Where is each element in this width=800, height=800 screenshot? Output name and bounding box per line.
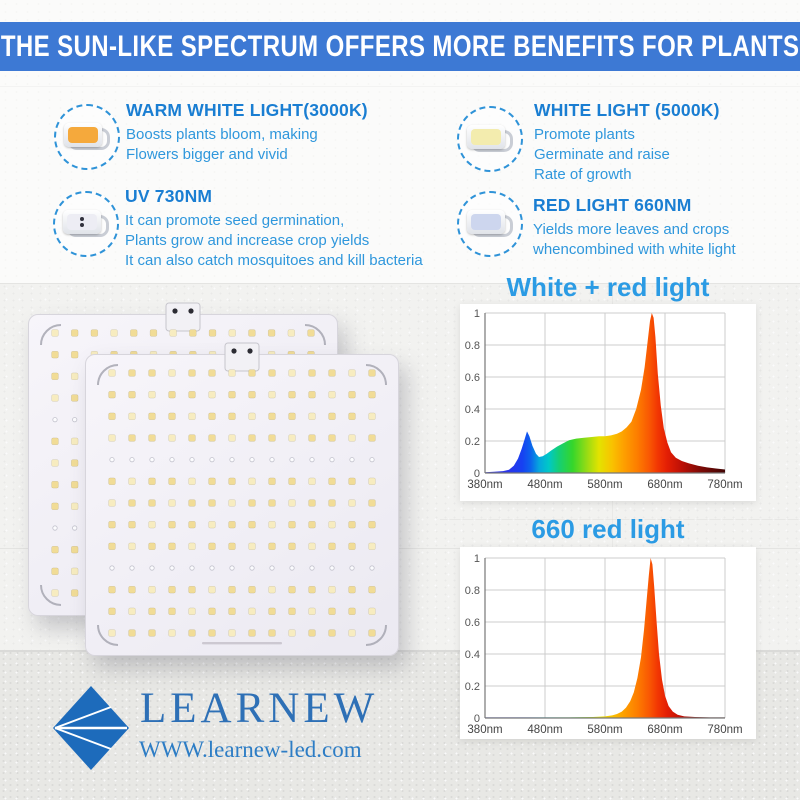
svg-text:380nm: 380nm <box>467 479 502 491</box>
feature-description-line: Rate of growth <box>534 166 632 183</box>
spectrum-chart-660-red: 0 0.2 0.4 0.6 0.8 1 380nm 480nm 580nm 680nm 780nm <box>460 547 756 739</box>
svg-text:0.8: 0.8 <box>465 340 480 352</box>
led-chip-illustration <box>64 122 110 152</box>
svg-text:0.2: 0.2 <box>465 436 480 448</box>
spectrum-plot: 0 0.2 0.4 0.6 0.8 1 380nm 480nm 580nm 680nm 780nm <box>465 308 743 491</box>
svg-text:0.2: 0.2 <box>465 681 480 693</box>
feature-uv: UV 730NM It can promote seed germination… <box>125 186 423 271</box>
feature-white-light: WHITE LIGHT (5000K) Promote plants Germi… <box>534 100 720 185</box>
led-panel-front <box>85 342 399 656</box>
svg-text:580nm: 580nm <box>587 479 622 491</box>
svg-text:680nm: 680nm <box>647 479 682 491</box>
white-led-chip-icon <box>457 106 523 172</box>
svg-text:0: 0 <box>474 713 480 725</box>
svg-text:0.4: 0.4 <box>465 649 480 661</box>
spectrum-plot: 0 0.2 0.4 0.6 0.8 1 380nm 480nm 580nm 680nm 780nm <box>465 553 743 736</box>
wall-tile-line <box>0 548 800 549</box>
feature-description-line: It can also catch mosquitoes and kill ba… <box>125 252 423 269</box>
wall-tile-line <box>0 283 800 284</box>
floor-edge-line <box>0 650 800 652</box>
red-led-chip-icon <box>457 191 523 257</box>
feature-title: WARM WHITE LIGHT(3000K) <box>126 100 368 120</box>
feature-title: WHITE LIGHT (5000K) <box>534 100 720 120</box>
brand-name: LEARNEW <box>140 685 379 732</box>
warm-white-led-chip-icon <box>54 104 120 170</box>
feature-description-line: Flowers bigger and vivid <box>126 146 288 163</box>
svg-text:0.6: 0.6 <box>465 372 480 384</box>
svg-text:680nm: 680nm <box>647 724 682 736</box>
feature-description-line: whencombined with white light <box>533 241 736 258</box>
feature-description-line: Germinate and raise <box>534 146 670 163</box>
led-chip-illustration <box>63 209 109 239</box>
svg-text:480nm: 480nm <box>527 724 562 736</box>
spectrum-chart-white-red: 0 0.2 0.4 0.6 0.8 1 380nm 480nm 580nm 680nm 780nm <box>460 304 756 501</box>
svg-text:380nm: 380nm <box>467 724 502 736</box>
led-panel-front-graphic <box>97 342 387 646</box>
banner: THE SUN-LIKE SPECTRUM OFFERS MORE BENEFI… <box>0 22 800 71</box>
svg-text:580nm: 580nm <box>587 724 622 736</box>
brand-website: WWW.learnew-led.com <box>139 737 362 762</box>
feature-description-line: Yields more leaves and crops <box>533 221 730 238</box>
uv-led-chip-icon <box>53 191 119 257</box>
feature-description-line: Promote plants <box>534 126 635 143</box>
feature-description-line: Boosts plants bloom, making <box>126 126 318 143</box>
svg-text:780nm: 780nm <box>707 724 742 736</box>
led-chip-illustration <box>467 209 513 239</box>
led-chip-illustration <box>467 124 513 154</box>
blue-diamond-gem-icon <box>53 686 129 770</box>
svg-text:780nm: 780nm <box>707 479 742 491</box>
banner-title: THE SUN-LIKE SPECTRUM OFFERS MORE BENEFI… <box>0 29 800 63</box>
feature-red-light: RED LIGHT 660NM Yields more leaves and c… <box>533 195 736 260</box>
wall-tile-line <box>0 86 800 87</box>
svg-text:0.6: 0.6 <box>465 617 480 629</box>
svg-text:1: 1 <box>474 553 480 565</box>
feature-description-line: It can promote seed germination, <box>125 212 345 229</box>
svg-text:0.4: 0.4 <box>465 404 480 416</box>
feature-title: RED LIGHT 660NM <box>533 195 692 215</box>
svg-text:0: 0 <box>474 468 480 480</box>
svg-text:480nm: 480nm <box>527 479 562 491</box>
feature-warm-white: WARM WHITE LIGHT(3000K) Boosts plants bl… <box>126 100 368 165</box>
svg-text:1: 1 <box>474 308 480 320</box>
svg-text:0.8: 0.8 <box>465 585 480 597</box>
wall-tile-line <box>440 519 800 520</box>
feature-description-line: Plants grow and increase crop yields <box>125 232 370 249</box>
chart-title-660-red: 660 red light <box>531 514 685 544</box>
feature-title: UV 730NM <box>125 186 213 206</box>
chart-title-white-red: White + red light <box>506 272 710 302</box>
